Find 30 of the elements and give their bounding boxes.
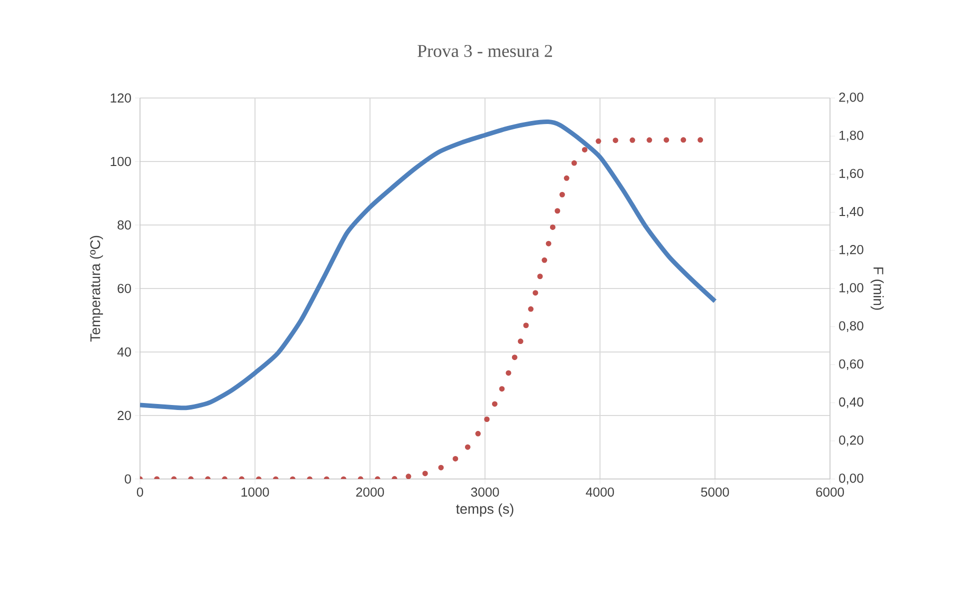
chart-title: Prova 3 - mesura 2 [418,44,552,58]
y2-axis-title: F (min) [870,267,884,310]
y2-tick-label: 1,20 [840,245,864,256]
x-axis-title: temps (s) [456,504,514,517]
y-tick-label: 20 [118,410,131,420]
line-series [140,120,718,410]
x-tick-label: 4000 [586,488,614,497]
y2-tick-label: 1,00 [840,283,864,294]
y-tick-label: 0 [124,474,131,484]
x-tick-label: 5000 [701,488,729,497]
y2-tick-label: 1,40 [840,206,864,218]
y-tick-label: 120 [110,93,131,103]
y2-tick-label: 0,80 [839,321,864,332]
y2-tick-label: 0,60 [839,359,864,370]
y-tick-label: 60 [118,284,131,294]
y-tick-label: 40 [117,347,131,357]
x-tick-label: 2000 [356,488,384,497]
y2-tick-label: 1,80 [840,130,864,142]
y-tick-label: 80 [118,220,131,230]
x-tick-label: 3000 [471,488,499,497]
x-tick-label: 1000 [242,488,269,497]
x-tick-label: 0 [136,488,144,497]
y-tick-label: 100 [110,156,131,166]
y2-tick-label: 0,20 [839,436,864,446]
y2-tick-label: 0,40 [839,397,864,408]
x-tick-label: 6000 [816,488,844,497]
y-axis-title: Temperatura (ºC) [90,236,103,342]
y2-tick-label: 0,00 [839,474,864,484]
y2-tick-label: 2,00 [839,92,864,104]
y2-tick-label: 1,60 [840,168,864,180]
